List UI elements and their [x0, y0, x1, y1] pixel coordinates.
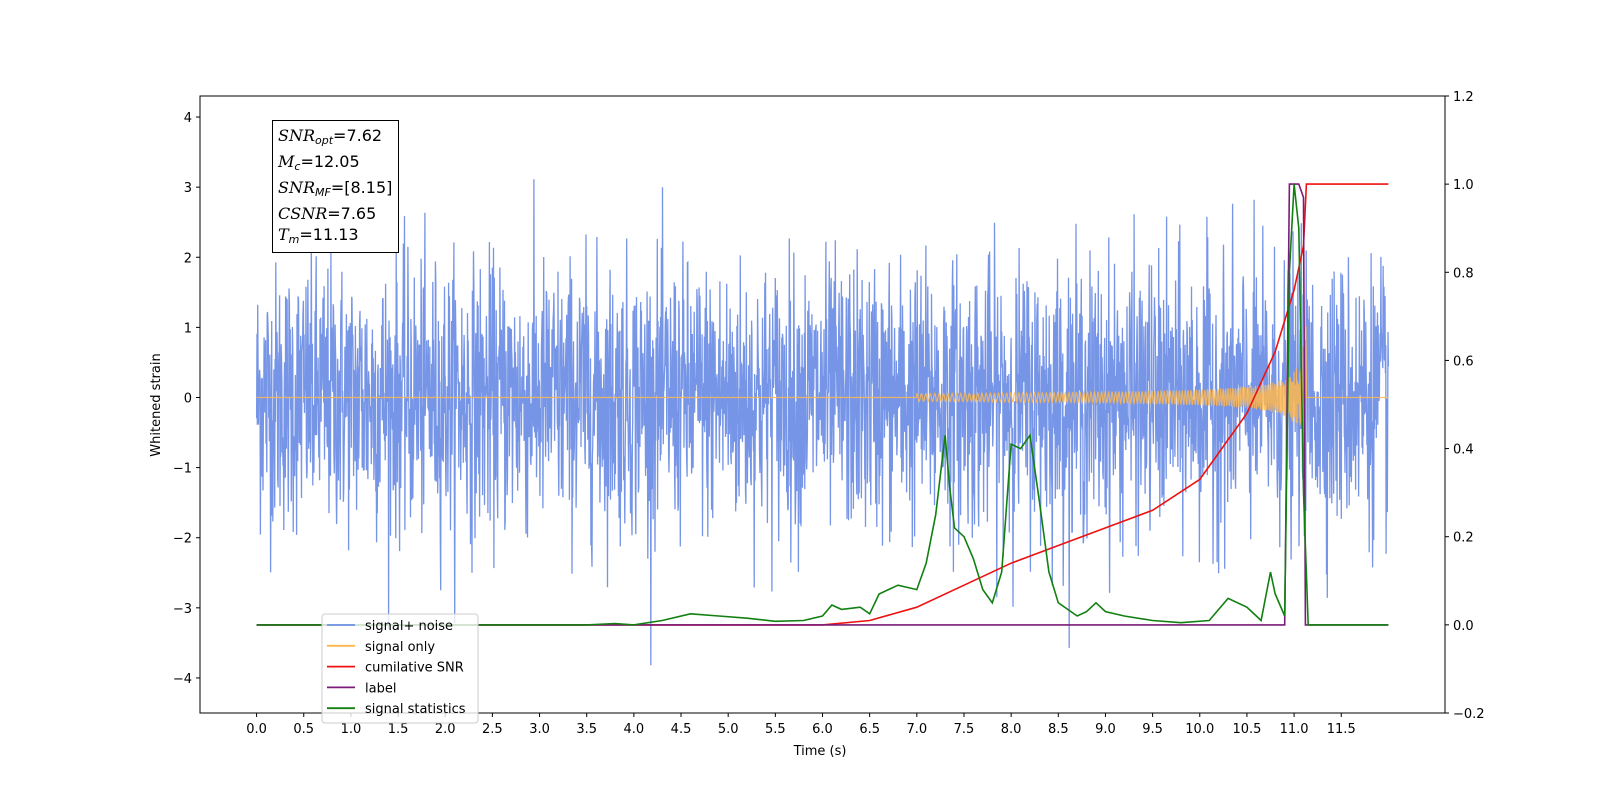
- snr-mf-line: SNRMF=[8.15]: [278, 178, 393, 199]
- x-tick-label: 2.5: [482, 722, 503, 737]
- y2-tick-label: 0.4: [1453, 443, 1474, 458]
- snr-mf-subscript: MF: [315, 186, 331, 199]
- x-tick-label: 6.5: [859, 722, 880, 737]
- series-layer: [255, 179, 1390, 666]
- x-tick-label: 10.5: [1232, 722, 1261, 737]
- snr-opt-subscript: opt: [315, 134, 334, 147]
- legend-label: signal+ noise: [365, 619, 453, 634]
- y-tick-label: −2: [173, 532, 192, 547]
- x-tick-label: 6.0: [812, 722, 833, 737]
- merger-time-line: Tm=11.13: [278, 225, 359, 246]
- series-cumulative-snr-line: [256, 183, 1389, 626]
- series-label-line: [256, 183, 1389, 626]
- x-tick-label: 9.5: [1142, 722, 1163, 737]
- series-signal-only-line: [256, 325, 1389, 445]
- x-tick-label: 7.0: [906, 722, 927, 737]
- csnr-line: CSNR=7.65: [278, 204, 377, 223]
- x-tick-label: 9.0: [1095, 722, 1116, 737]
- legend-box: [321, 613, 479, 724]
- x-tick-label: 3.0: [529, 722, 550, 737]
- legend-label: signal statistics: [365, 702, 466, 717]
- y2-tick-label: 1.2: [1453, 90, 1474, 105]
- x-tick-label: 3.5: [576, 722, 597, 737]
- snr-opt-line: SNRopt=7.62: [278, 126, 383, 147]
- x-tick-label: 8.5: [1048, 722, 1069, 737]
- legend: signal+ noise signal only cumilative SNR la…: [321, 613, 479, 724]
- merger-time-subscript: m: [288, 233, 300, 246]
- x-tick-label: 7.5: [954, 722, 975, 737]
- legend-label: label: [365, 681, 396, 696]
- snr-mf-value: =[8.15]: [330, 178, 393, 197]
- y2-tick-label: 0.8: [1453, 266, 1474, 281]
- y-tick-label: −1: [173, 462, 192, 477]
- x-tick-label: 4.0: [624, 722, 645, 737]
- y-tick-label: 4: [184, 111, 192, 126]
- legend-label: cumilative SNR: [365, 661, 464, 676]
- y-tick-label: 3: [184, 181, 192, 196]
- y-tick-label: −3: [173, 602, 192, 617]
- x-tick-label: 2.0: [435, 722, 456, 737]
- x-tick-label: 1.5: [388, 722, 409, 737]
- x-tick-label: 1.0: [341, 722, 362, 737]
- series-signal-statistics-line: [256, 184, 1389, 626]
- y2-tick-label: 0.6: [1453, 354, 1474, 369]
- chirp-mass-subscript: c: [294, 160, 301, 173]
- y-tick-label: 0: [184, 391, 192, 406]
- x-tick-label: 5.0: [718, 722, 739, 737]
- x-axis-label: Time (s): [793, 744, 847, 759]
- axis-layer: 0.0 0.5 1.0 1.5 2.0 2.5 3.0 3.5 4.0 4.5 5.0 5.5 6.0 6…: [173, 90, 1485, 737]
- x-tick-label: 5.5: [765, 722, 786, 737]
- x-tick-label: 4.5: [671, 722, 692, 737]
- y-tick-label: 2: [184, 251, 192, 266]
- x-tick-label: 11.5: [1327, 722, 1356, 737]
- x-tick-label: 10.0: [1185, 722, 1214, 737]
- y-tick-label: −4: [173, 672, 192, 687]
- x-tick-label: 0.0: [246, 722, 267, 737]
- y-tick-label: 1: [184, 321, 192, 336]
- chirp-mass-value: =12.05: [300, 152, 360, 171]
- merger-time-value: =11.13: [299, 225, 359, 244]
- csnr-value: =7.65: [327, 204, 377, 223]
- chirp-mass-line: Mc=12.05: [278, 152, 360, 173]
- y2-tick-label: 0.0: [1453, 619, 1474, 634]
- legend-label: signal only: [365, 640, 435, 655]
- y2-tick-label: 1.0: [1453, 178, 1474, 193]
- x-tick-label: 0.5: [293, 722, 314, 737]
- y-axis-label: Whitened strain: [149, 353, 164, 456]
- stats-annotation-box: SNRopt=7.62 Mc=12.05 SNRMF=[8.15] CSNR=7…: [272, 120, 400, 253]
- snr-opt-value: =7.62: [333, 126, 383, 145]
- x-tick-label: 11.0: [1280, 722, 1309, 737]
- x-tick-label: 8.0: [1001, 722, 1022, 737]
- y2-tick-label: 0.2: [1453, 531, 1474, 546]
- y2-tick-label: −0.2: [1453, 707, 1485, 722]
